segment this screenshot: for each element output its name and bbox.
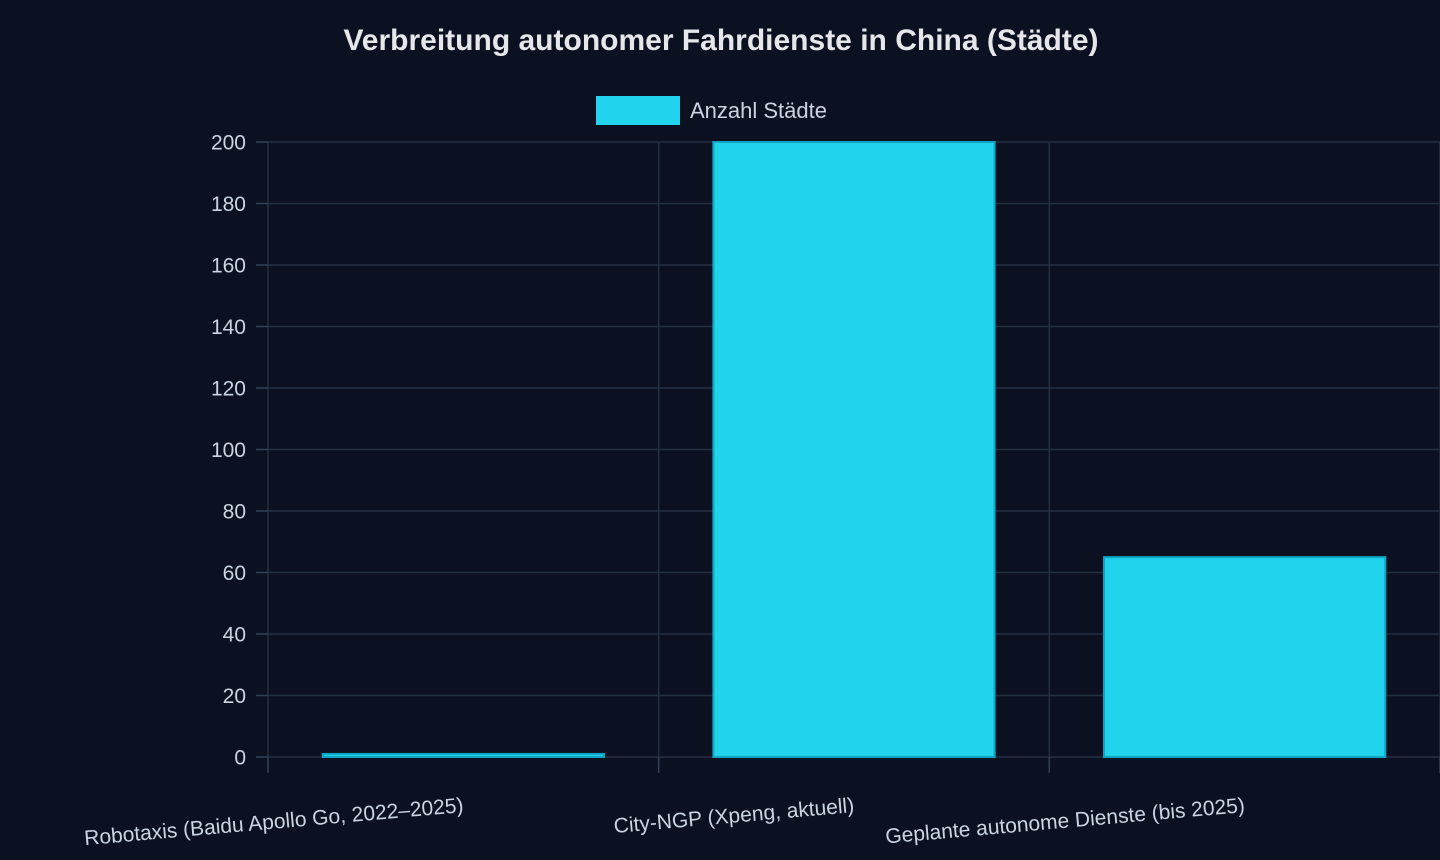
x-category-label: City-NGP (Xpeng, aktuell) — [613, 794, 855, 838]
bar — [321, 752, 605, 758]
y-tick-label: 80 — [223, 501, 246, 524]
legend-swatch — [596, 96, 680, 125]
bar — [1103, 556, 1387, 758]
y-tick-label: 100 — [211, 439, 246, 462]
y-tick-label: 160 — [211, 255, 246, 278]
y-tick-label: 120 — [211, 378, 246, 401]
y-tick-label: 180 — [211, 193, 246, 216]
chart-title: Verbreitung autonomer Fahrdienste in Chi… — [343, 24, 1098, 57]
x-axis: Robotaxis (Baidu Apollo Go, 2022–2025) Ci… — [83, 757, 1440, 850]
legend: Anzahl Städte — [596, 96, 827, 125]
y-tick-label: 200 — [211, 132, 246, 155]
y-tick-label: 60 — [223, 562, 246, 585]
y-tick-label: 0 — [234, 747, 246, 770]
x-category-label: Robotaxis (Baidu Apollo Go, 2022–2025) — [83, 794, 464, 850]
bars — [321, 141, 1387, 758]
y-tick-label: 140 — [211, 316, 246, 339]
bar — [712, 141, 996, 758]
y-tick-label: 40 — [223, 624, 246, 647]
legend-label: Anzahl Städte — [690, 98, 827, 123]
y-axis: 0 20 40 60 80 100 120 140 160 180 200 — [211, 132, 268, 770]
x-category-label: Geplante autonome Dienste (bis 2025) — [884, 794, 1245, 848]
y-tick-label: 20 — [223, 685, 246, 708]
